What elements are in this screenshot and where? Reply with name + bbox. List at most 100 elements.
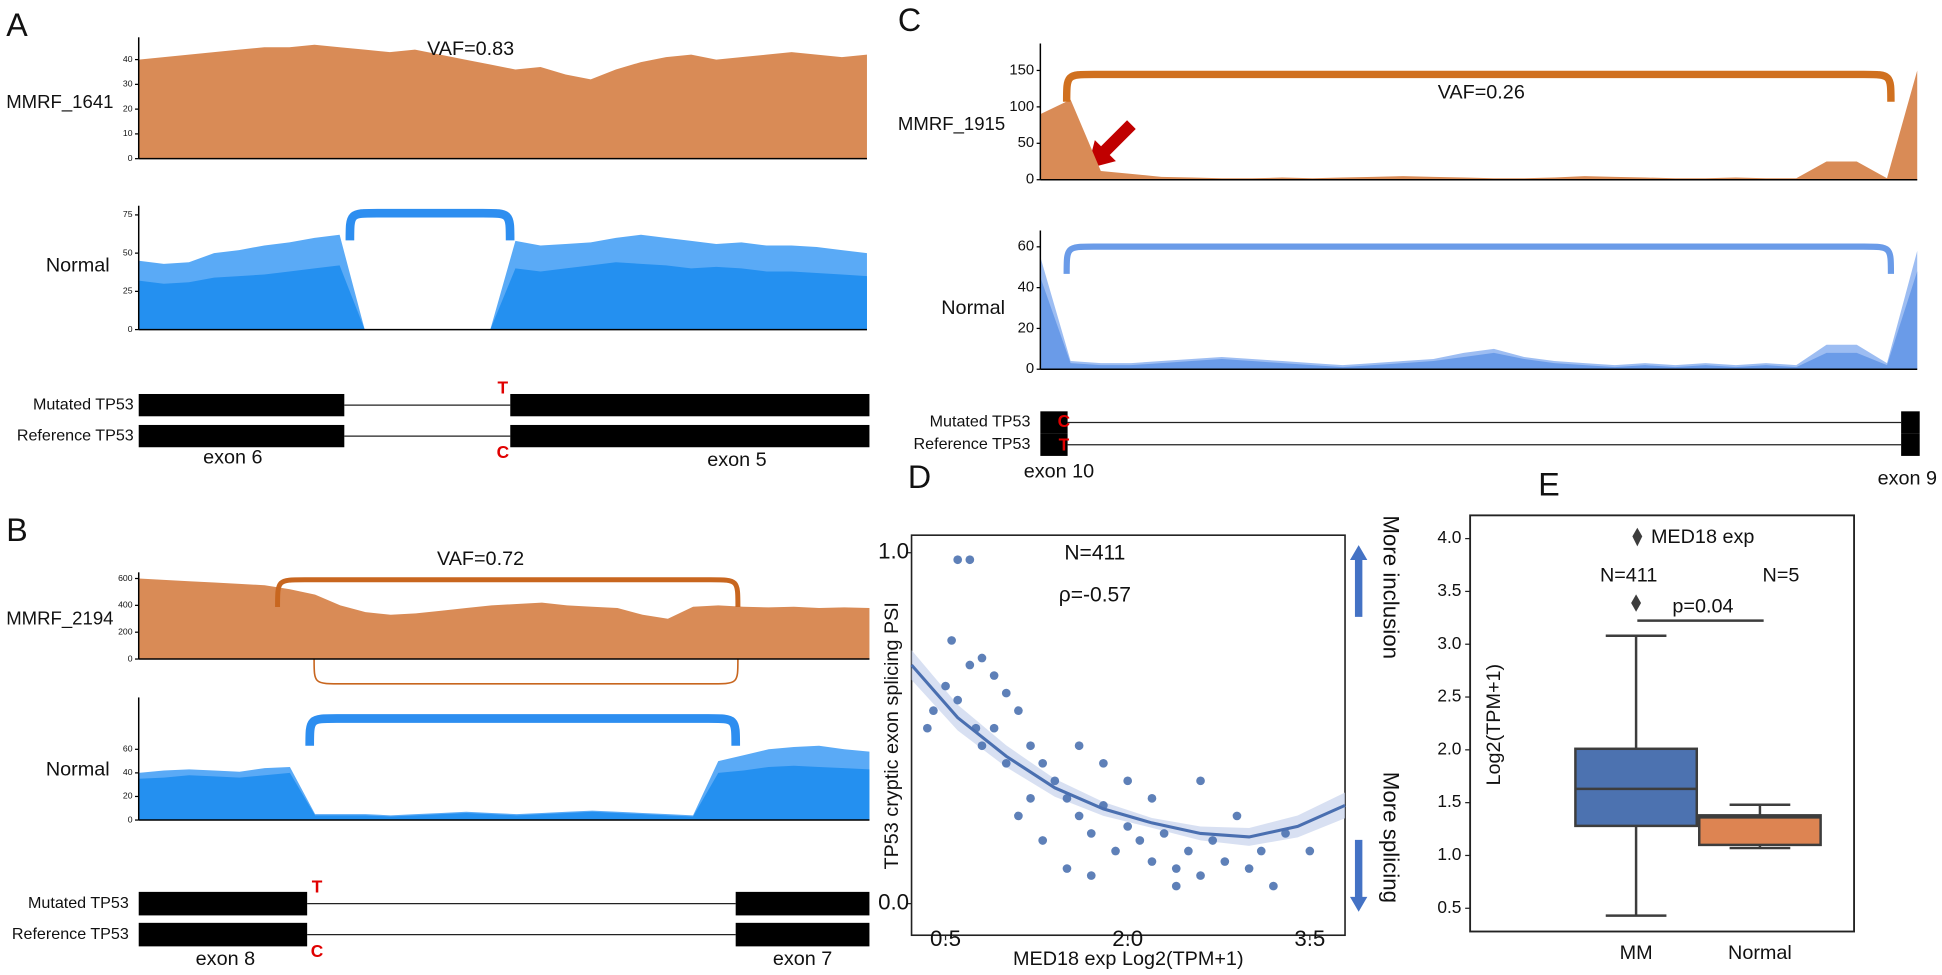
reference-base: C <box>497 442 510 462</box>
exon <box>138 393 345 417</box>
y-tick-label: 100 <box>1009 99 1034 115</box>
data-point <box>965 555 975 565</box>
y-tick-label: 200 <box>118 626 133 636</box>
y-tick-label: 40 <box>123 767 133 777</box>
inclusion-arrow <box>1349 545 1368 617</box>
data-point <box>1014 811 1023 821</box>
data-point <box>1123 822 1133 831</box>
transcript-label: Mutated TP53 <box>28 894 129 912</box>
data-point <box>1171 864 1181 873</box>
data-point <box>1099 758 1108 768</box>
data-point <box>941 681 950 691</box>
y-tick-label: 60 <box>123 744 133 754</box>
y-tick-label: 2.5 <box>1437 686 1461 706</box>
exon <box>138 891 308 916</box>
y-tick-label: 40 <box>1018 280 1035 296</box>
data-point <box>1014 706 1023 715</box>
y-axis-label: Log2(TPM+1) <box>1483 664 1505 786</box>
track-label: Normal <box>46 759 110 781</box>
y-tick-label: 40 <box>123 54 133 64</box>
exon <box>138 424 345 448</box>
data-point <box>1062 864 1072 873</box>
data-point <box>1074 741 1084 751</box>
data-point <box>1001 688 1011 698</box>
transcript-label: Reference TP53 <box>914 435 1031 453</box>
exon-label: exon 8 <box>196 948 255 970</box>
y-tick-label: 20 <box>1018 320 1035 336</box>
y-tick-label: 30 <box>123 79 133 89</box>
exon-label: exon 6 <box>203 447 262 469</box>
n-label: N=5 <box>1763 564 1800 586</box>
arrow-label: More splicing <box>1379 772 1404 903</box>
junction-arc <box>1063 243 1895 274</box>
exon <box>1040 433 1068 456</box>
data-point <box>1050 776 1060 786</box>
junction-arc <box>275 577 741 608</box>
junction-arc <box>305 714 741 746</box>
exon <box>138 922 308 947</box>
transcript-label: Mutated TP53 <box>930 413 1031 431</box>
y-tick-label: 1.5 <box>1437 791 1461 811</box>
y-tick-label: 0 <box>128 653 133 663</box>
exon <box>1901 411 1920 434</box>
fit-line <box>910 664 1346 839</box>
y-tick-label: 150 <box>1009 62 1034 78</box>
data-point <box>1086 829 1096 838</box>
coverage-area <box>138 44 867 159</box>
data-point <box>1038 836 1048 845</box>
data-point <box>1147 857 1157 866</box>
coverage-area <box>1040 271 1918 370</box>
reference-base: C <box>311 941 324 961</box>
data-point <box>965 660 975 670</box>
legend-label: MED18 exp <box>1651 526 1754 548</box>
vaf-label: VAF=0.72 <box>437 548 524 570</box>
exon <box>510 393 870 417</box>
data-point <box>1269 881 1278 891</box>
data-point <box>929 706 938 715</box>
exon-label: exon 7 <box>773 948 832 970</box>
box <box>1574 747 1699 828</box>
track-label: Normal <box>941 297 1005 319</box>
y-tick-label: 600 <box>118 573 133 583</box>
y-tick-label: 25 <box>123 286 133 296</box>
data-point <box>953 695 963 705</box>
data-point <box>1062 794 1072 803</box>
y-axis-label: TP53 cryptic exon splicing PSI <box>881 602 903 869</box>
y-tick-label: 20 <box>123 791 133 801</box>
data-point <box>1135 836 1145 845</box>
exon <box>510 424 870 448</box>
reference-base: T <box>1059 435 1070 455</box>
vaf-label: VAF=0.26 <box>1438 81 1525 103</box>
y-tick-label: 0.5 <box>1437 897 1461 917</box>
x-tick-label: 2.0 <box>1112 926 1143 951</box>
plot-frame <box>1469 514 1855 933</box>
track-label: MMRF_1915 <box>898 113 1005 135</box>
arrow-label: More inclusion <box>1379 515 1404 659</box>
y-tick-label: 0 <box>128 324 133 334</box>
outlier <box>1631 594 1642 612</box>
exon <box>735 922 870 947</box>
x-tick-label: Normal <box>1728 942 1792 964</box>
exon-label: exon 5 <box>707 449 766 471</box>
data-point <box>1074 811 1084 821</box>
exon <box>1901 433 1920 456</box>
data-point <box>1026 794 1035 803</box>
panel-label: D <box>908 459 931 495</box>
data-point <box>1038 758 1048 768</box>
panel-label: E <box>1538 466 1559 502</box>
y-tick-label: 4.0 <box>1437 527 1461 547</box>
data-point <box>1305 846 1315 856</box>
y-tick-label: 0 <box>128 153 133 163</box>
mutant-base: T <box>498 378 509 398</box>
y-tick-label: 60 <box>1018 239 1035 255</box>
x-tick-label: 3.5 <box>1294 926 1325 951</box>
coverage-area <box>138 578 870 660</box>
legend-marker <box>1632 527 1643 547</box>
data-point <box>1196 871 1205 880</box>
data-point <box>1244 864 1254 873</box>
data-point <box>1147 794 1157 803</box>
data-point <box>977 741 987 751</box>
data-point <box>1232 811 1242 821</box>
